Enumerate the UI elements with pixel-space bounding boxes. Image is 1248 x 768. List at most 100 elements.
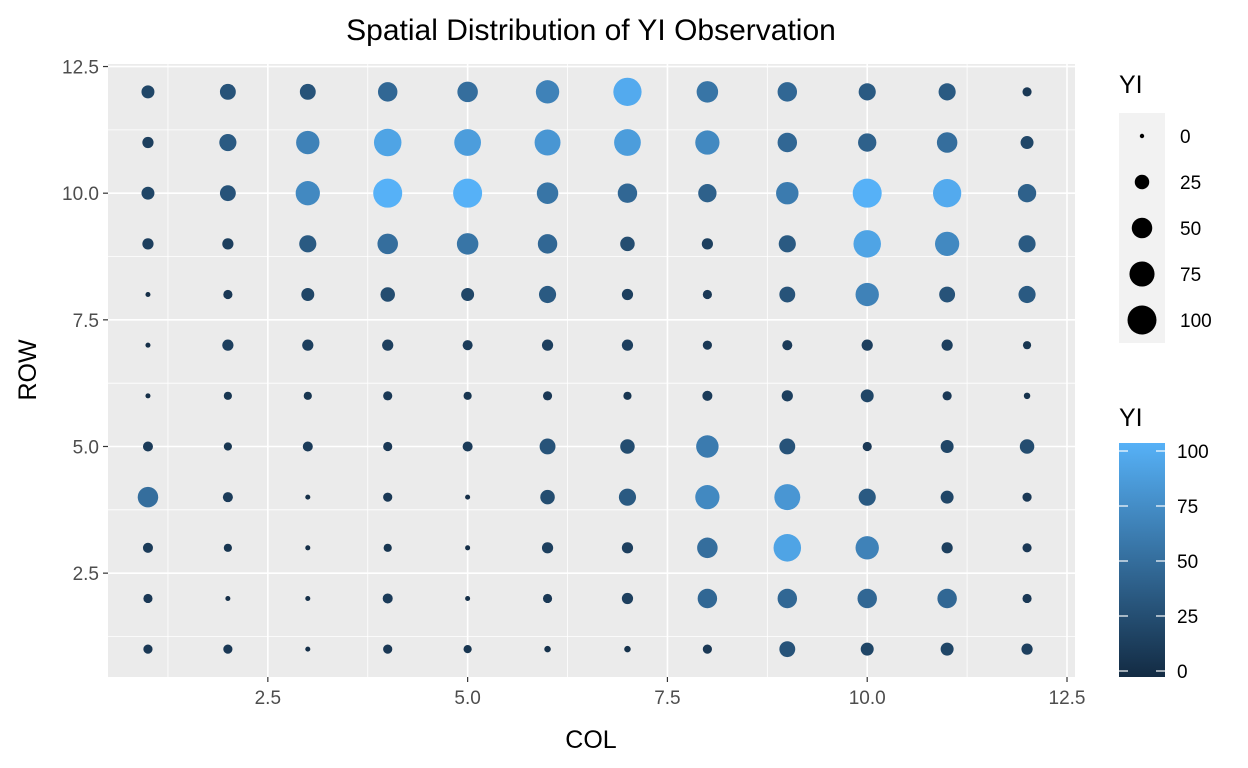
data-point-r8-c2: [223, 289, 233, 300]
data-point-r1-c11: [940, 642, 954, 656]
data-point-r6-c1: [145, 393, 151, 399]
data-point-r10-c3: [295, 181, 320, 206]
data-point-r1-c5: [463, 645, 472, 654]
data-point-r11-c11: [936, 132, 958, 153]
data-point-r2-c11: [937, 588, 957, 609]
data-point-r2-c2: [225, 595, 231, 601]
data-point-r7-c10: [861, 339, 873, 351]
color-legend-label: 0: [1177, 662, 1188, 683]
data-point-r6-c9: [781, 390, 793, 402]
data-point-r8-c10: [855, 282, 879, 307]
data-point-r1-c2: [223, 644, 233, 654]
data-point-r2-c7: [621, 592, 634, 605]
y-tick-label: 7.5: [73, 311, 99, 332]
data-point-r6-c3: [303, 391, 312, 400]
data-point-r1-c6: [544, 645, 551, 653]
data-point-r3-c4: [383, 543, 392, 552]
data-point-r10-c2: [219, 185, 236, 202]
data-point-r8-c6: [538, 285, 557, 304]
data-point-r9-c5: [456, 233, 479, 255]
data-point-r4-c9: [774, 484, 801, 511]
tick-labels: 2.5 5.0 7.5 10.0 12.5 2.5 5.0 7.5 10.0 12.5: [62, 58, 1085, 709]
data-point-r12-c12: [1022, 87, 1032, 97]
data-point-r10-c6: [536, 182, 559, 204]
data-point-r5-c12: [1019, 439, 1035, 454]
data-point-r7-c12: [1022, 341, 1032, 350]
x-axis-title: COL: [565, 726, 617, 754]
data-point-r3-c12: [1022, 543, 1032, 553]
data-point-r5-c10: [862, 441, 872, 452]
color-legend-title: YI: [1119, 404, 1143, 432]
data-point-r9-c12: [1018, 235, 1036, 253]
y-tick-label: 2.5: [73, 564, 99, 585]
data-point-r9-c4: [377, 233, 398, 255]
data-point-r10-c11: [932, 179, 962, 208]
data-point-r11-c7: [614, 129, 641, 156]
data-point-r11-c12: [1020, 136, 1034, 150]
data-point-r3-c8: [697, 537, 718, 559]
data-point-r6-c6: [542, 391, 553, 401]
data-point-r6-c7: [623, 391, 632, 400]
size-legend-label: 50: [1180, 219, 1201, 240]
data-point-r4-c4: [383, 492, 393, 502]
data-point-r9-c10: [853, 230, 881, 258]
data-point-r4-c8: [695, 485, 720, 510]
size-legend-label: 75: [1180, 265, 1201, 286]
axis-ticks: [103, 65, 1068, 682]
data-point-r3-c3: [305, 545, 311, 551]
y-tick-label: 5.0: [73, 437, 99, 458]
data-point-r10-c5: [453, 178, 483, 208]
data-point-r5-c2: [223, 442, 232, 451]
color-legend-label: 75: [1177, 497, 1198, 518]
data-point-r5-c11: [940, 440, 954, 453]
data-point-r12-c2: [219, 83, 236, 100]
data-point-r1-c7: [624, 645, 631, 653]
y-tick-label: 10.0: [62, 184, 99, 205]
data-point-r10-c12: [1017, 184, 1037, 203]
data-point-r10-c10: [852, 178, 882, 208]
data-point-r9-c3: [299, 235, 317, 253]
x-tick-label: 5.0: [454, 688, 480, 709]
size-legend: YI 0 25 50 75 100: [1119, 71, 1212, 343]
data-point-r12-c6: [535, 80, 560, 104]
data-point-r12-c1: [141, 85, 155, 99]
data-point-r4-c3: [305, 494, 311, 500]
size-legend-key-100: [1127, 305, 1157, 335]
data-point-r7-c5: [462, 340, 473, 351]
data-point-r11-c2: [219, 133, 237, 152]
data-point-r4-c12: [1022, 492, 1032, 502]
plot-area: [108, 64, 1075, 677]
data-point-r9-c8: [701, 238, 713, 250]
x-tick-label: 12.5: [1049, 688, 1086, 709]
data-point-r4-c5: [465, 494, 471, 500]
data-point-r8-c4: [380, 287, 395, 302]
data-point-r3-c9: [773, 534, 802, 562]
data-point-r1-c8: [702, 644, 712, 654]
data-point-r8-c5: [461, 288, 475, 301]
data-point-r12-c5: [457, 81, 478, 103]
y-tick-label: 12.5: [62, 58, 99, 79]
data-point-r2-c1: [143, 593, 153, 604]
data-point-r8-c11: [939, 286, 956, 303]
data-point-r7-c6: [541, 339, 554, 351]
data-point-r5-c5: [462, 441, 473, 452]
data-point-r9-c2: [222, 238, 234, 250]
data-point-r3-c10: [855, 536, 879, 560]
data-point-r9-c11: [935, 231, 960, 256]
data-point-r6-c8: [702, 390, 713, 401]
color-legend-label: 50: [1177, 552, 1198, 573]
data-point-r10-c7: [617, 183, 638, 203]
plot-panel: [108, 64, 1075, 677]
data-point-r9-c9: [778, 235, 796, 253]
data-point-r7-c2: [222, 339, 234, 351]
size-legend-key-25: [1134, 174, 1150, 190]
data-point-r6-c2: [223, 391, 232, 400]
data-point-r8-c3: [301, 288, 315, 301]
data-point-r7-c1: [145, 342, 151, 348]
data-point-r12-c7: [613, 77, 642, 106]
data-point-r6-c12: [1023, 392, 1031, 400]
data-point-r12-c10: [858, 83, 876, 101]
data-point-r3-c6: [541, 542, 554, 554]
data-point-r7-c4: [382, 339, 394, 351]
